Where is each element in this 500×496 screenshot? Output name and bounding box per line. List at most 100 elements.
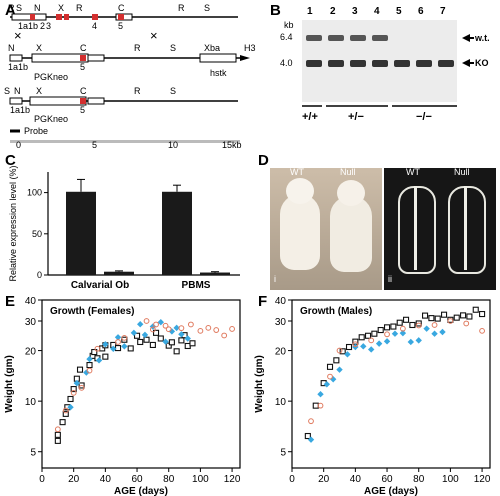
row2-pgkneo-cassette bbox=[31, 53, 89, 63]
e-point-s0-21 bbox=[133, 332, 141, 339]
e-point-s1-1 bbox=[73, 379, 81, 387]
row3-exon-5 bbox=[80, 98, 86, 104]
e-point-s0-8 bbox=[76, 366, 84, 373]
f-point-s0-27 bbox=[479, 310, 486, 318]
f-point-s2-8 bbox=[415, 322, 422, 329]
e-point-s0-25 bbox=[152, 329, 160, 336]
ko-band-lane-3 bbox=[350, 60, 366, 67]
scale-tick-10: 10 bbox=[168, 140, 178, 148]
e-point-s2-12 bbox=[165, 326, 172, 333]
row1-exon-mark bbox=[30, 14, 35, 20]
row1-site-S1: S bbox=[16, 3, 22, 13]
f-point-s0-21 bbox=[441, 311, 448, 318]
f-point-s0-4 bbox=[333, 357, 340, 364]
probe-label: Probe bbox=[24, 126, 48, 136]
row2-exon-1a1b-box bbox=[9, 54, 23, 62]
photo-left-label-null: Null bbox=[340, 168, 356, 177]
f-point-s2-1 bbox=[317, 402, 324, 409]
c-bar-0-1 bbox=[104, 271, 134, 275]
e-point-s1-6 bbox=[110, 345, 117, 352]
row2-site-N: N bbox=[8, 43, 15, 53]
row2-vector-arrow bbox=[240, 55, 250, 61]
photo-right-label-wt: WT bbox=[406, 168, 420, 177]
panel-letter-b: B bbox=[270, 2, 281, 19]
f-point-s0-5 bbox=[339, 348, 346, 355]
e-point-s2-17 bbox=[213, 327, 220, 333]
f-ytick-label-40: 40 bbox=[275, 296, 287, 307]
c-ytick-label-50: 50 bbox=[32, 229, 42, 239]
e-point-s1-3 bbox=[86, 355, 93, 363]
e-xtick-label-60: 60 bbox=[131, 474, 143, 485]
e-point-s2-0 bbox=[54, 426, 61, 433]
f-point-s1-3 bbox=[329, 376, 337, 383]
growth-males-chart: 0 20 40 60 80 100 120 5 10 20 30 40 Growth (Males) AG… bbox=[254, 296, 491, 496]
e-point-s1-7 bbox=[114, 334, 122, 341]
e-point-s1-13 bbox=[157, 319, 164, 326]
e-point-s2-2 bbox=[70, 389, 77, 396]
c-bar-0-0 bbox=[66, 191, 96, 275]
wt-band-lane-1 bbox=[306, 35, 322, 41]
e-point-s1-10 bbox=[137, 321, 144, 328]
e-point-s1-15 bbox=[168, 328, 176, 335]
e-point-s2-1 bbox=[62, 407, 69, 414]
scale-bar bbox=[10, 140, 240, 143]
panel-letter-f: F bbox=[258, 293, 268, 310]
e-xlabel: AGE (days) bbox=[114, 486, 168, 496]
f-xlabel: AGE (days) bbox=[364, 486, 418, 496]
f-point-s1-4 bbox=[336, 366, 343, 373]
c-bar-1-0 bbox=[162, 191, 192, 275]
e-ytick-label-20: 20 bbox=[25, 347, 37, 358]
wt-band-lane-2 bbox=[328, 35, 344, 41]
f-point-s1-12 bbox=[399, 329, 407, 337]
e-point-s0-12 bbox=[91, 348, 98, 356]
e-point-s0-19 bbox=[121, 336, 128, 343]
e-point-s2-4 bbox=[86, 367, 93, 374]
f-point-s0-15 bbox=[402, 316, 410, 323]
row2-site-Xba: Xba bbox=[204, 43, 220, 53]
genotype-wt: +/+ bbox=[302, 111, 318, 123]
e-xtick-label-0: 0 bbox=[39, 474, 45, 485]
lane-number-6: 6 bbox=[418, 6, 424, 17]
e-xtick-label-80: 80 bbox=[163, 474, 175, 485]
c-bar-1-1 bbox=[200, 272, 230, 275]
f-point-s1-8 bbox=[368, 346, 375, 353]
f-point-s2-0 bbox=[308, 418, 314, 425]
e-point-s1-4 bbox=[95, 357, 103, 364]
f-point-s2-5 bbox=[368, 337, 375, 344]
southern-blot: kb 6.4 4.0 1 2 3 4 5 6 7 w.t. KO +/+ +/−… bbox=[280, 6, 490, 123]
e-title: Growth (Females) bbox=[50, 306, 134, 317]
kb-label: kb bbox=[284, 20, 294, 30]
wt-band-lane-4 bbox=[372, 35, 388, 41]
row2-pgkneo-label: PGKneo bbox=[34, 72, 68, 82]
row2-exon-5 bbox=[80, 55, 86, 61]
row1-site-R2: R bbox=[76, 3, 83, 13]
f-point-s1-5 bbox=[344, 351, 351, 358]
row1-exon-label-3: 3 bbox=[46, 21, 51, 31]
ko-band-lane-4 bbox=[372, 60, 388, 67]
crossover-mark-right: × bbox=[150, 28, 158, 43]
e-point-s2-15 bbox=[197, 327, 204, 334]
f-point-s0-23 bbox=[453, 314, 460, 321]
lane-number-5: 5 bbox=[396, 6, 402, 17]
f-point-s2-6 bbox=[384, 331, 390, 338]
f-point-s1-13 bbox=[407, 338, 414, 346]
c-category-1: PBMS bbox=[182, 280, 211, 290]
e-point-s2-19 bbox=[229, 326, 235, 332]
lane-number-1: 1 bbox=[307, 6, 313, 17]
f-point-s0-1 bbox=[312, 402, 319, 409]
e-point-s2-13 bbox=[178, 325, 185, 332]
row2-exon-label-1a1b: 1a1b bbox=[8, 62, 28, 72]
row1-site-S2: S bbox=[204, 3, 210, 13]
f-point-s0-9 bbox=[364, 332, 372, 339]
row1-site-C: C bbox=[118, 3, 125, 13]
f-ylabel: Weight (gm) bbox=[254, 355, 265, 413]
row2-site-S: S bbox=[170, 43, 176, 53]
e-point-s1-14 bbox=[162, 338, 169, 345]
row1-exon-label-4: 4 bbox=[92, 21, 97, 31]
f-point-s2-12 bbox=[479, 327, 485, 334]
e-point-s0-5 bbox=[67, 395, 74, 403]
e-point-s0-18 bbox=[114, 345, 122, 352]
e-xtick-label-100: 100 bbox=[192, 474, 209, 485]
e-xtick-label-40: 40 bbox=[100, 474, 112, 485]
growth-females-chart: 0 20 40 60 80 100 120 5 10 20 30 40 Growth (Females)… bbox=[4, 296, 241, 496]
